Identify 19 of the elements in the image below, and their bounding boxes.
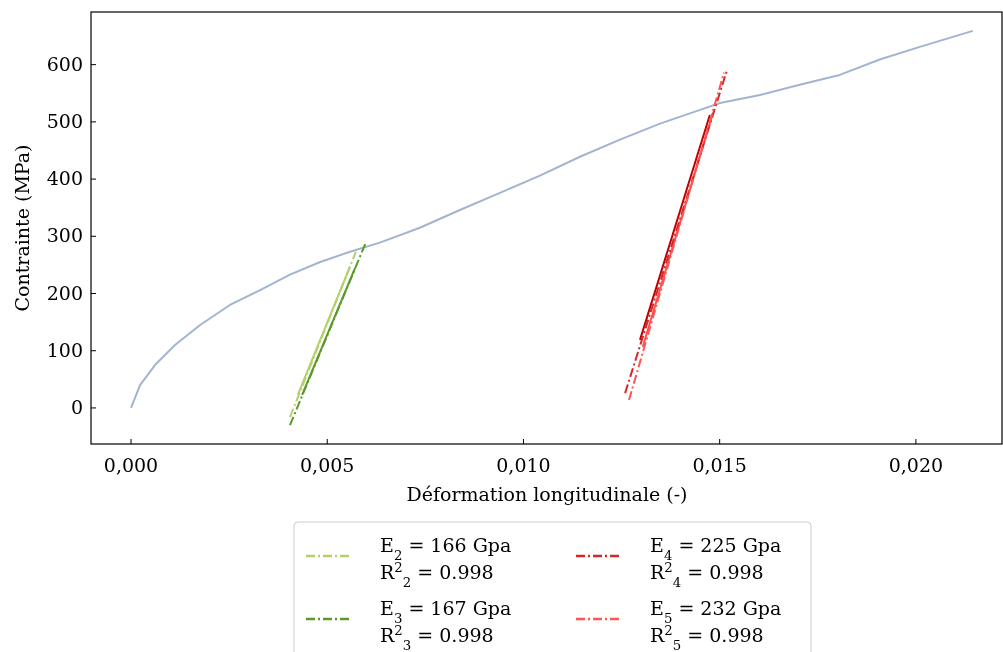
- x-tick-label: 0,000: [103, 454, 159, 476]
- y-tick-label: 0: [70, 395, 83, 418]
- legend-label: E$_{5}$ = 232 Gpa R$^{2}$$_{5}$ = 0.998: [650, 597, 782, 652]
- legend-label: E$_{4}$ = 225 Gpa R$^{2}$$_{4}$ = 0.998: [650, 534, 782, 590]
- x-tick-label: 0,010: [496, 454, 551, 476]
- y-tick-label: 600: [46, 52, 83, 75]
- x-axis-title: Déformation longitudinale (-): [406, 483, 688, 505]
- y-axis-title: Contrainte (MPa): [11, 144, 33, 312]
- y-tick-label: 500: [46, 109, 83, 132]
- x-tick-label: 0,005: [300, 454, 355, 476]
- x-tick-label: 0,015: [692, 454, 747, 476]
- line-series: [130, 29, 974, 409]
- legend-label: E$_{3}$ = 167 Gpa R$^{2}$$_{3}$ = 0.998: [380, 597, 512, 652]
- y-tick-label: 300: [46, 224, 83, 247]
- x-tick-label: 0,020: [888, 454, 944, 476]
- legend-label: E$_{2}$ = 166 Gpa R$^{2}$$_{2}$ = 0.998: [380, 534, 512, 590]
- y-tick-label: 200: [46, 281, 83, 304]
- y-tick-label: 100: [46, 338, 83, 361]
- y-tick-label: 400: [46, 167, 83, 190]
